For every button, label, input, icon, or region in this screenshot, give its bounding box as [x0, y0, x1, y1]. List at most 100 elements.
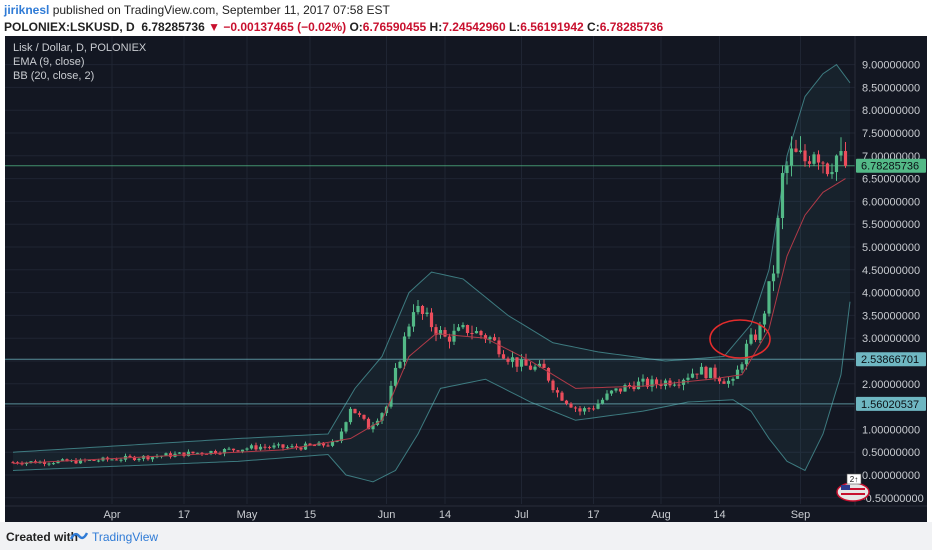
- candle-body: [348, 408, 353, 423]
- candle-body: [74, 460, 78, 464]
- candle-body: [686, 377, 690, 380]
- candle-body: [825, 163, 830, 175]
- candle-body: [60, 459, 65, 461]
- open-value: 6.76590455: [362, 20, 427, 34]
- candle-body: [285, 447, 290, 449]
- candle-body: [555, 390, 560, 393]
- chart-header: jiriknesl published on TradingView.com, …: [0, 0, 932, 36]
- candle-body: [695, 373, 699, 375]
- candle-body: [294, 446, 299, 448]
- candle-body: [20, 463, 24, 465]
- candle-body: [596, 403, 600, 409]
- candle-body: [465, 325, 470, 334]
- footer: Created with TradingView: [0, 522, 932, 550]
- candle-body: [735, 369, 740, 379]
- candle-body: [591, 408, 596, 410]
- candle-body: [776, 218, 780, 274]
- candle-body: [474, 331, 479, 334]
- candle-body: [290, 446, 294, 448]
- candle-body: [416, 305, 420, 313]
- y-tick-label: 2.00000000: [862, 379, 920, 391]
- candle-body: [461, 325, 465, 328]
- y-tick-label: 8.50000000: [862, 82, 920, 94]
- candle-body: [15, 462, 20, 464]
- x-tick-label: 17: [587, 509, 599, 521]
- price-tag-label: 6.78285736: [861, 161, 919, 173]
- candle-body: [429, 312, 434, 328]
- candle-body: [789, 148, 794, 166]
- candle-body: [204, 453, 209, 455]
- candle-body: [627, 385, 632, 387]
- price-tag: [856, 352, 926, 367]
- candle-body: [276, 444, 281, 446]
- candle-body: [677, 384, 681, 386]
- x-tick-label: 14: [439, 509, 451, 521]
- candle-body: [51, 463, 56, 465]
- candle-body: [488, 337, 492, 340]
- last-price: 6.78285736: [141, 20, 205, 34]
- x-tick-label: Sep: [791, 509, 811, 521]
- chart-area[interactable]: 9.00000000 8.50000000 8.00000000 7.50000000…: [5, 36, 927, 522]
- price-chart[interactable]: 9.00000000 8.50000000 8.00000000 7.50000000…: [5, 36, 927, 522]
- candle-body: [762, 313, 767, 325]
- candle-body: [803, 150, 807, 162]
- candle-body: [119, 459, 123, 461]
- badge-stripe: [841, 493, 865, 495]
- event-badge-icon: 2↑: [836, 473, 870, 502]
- candle-body: [578, 408, 582, 412]
- candle-body: [551, 380, 555, 391]
- candle-body: [645, 378, 650, 387]
- created-with-label: Created with: [6, 530, 79, 544]
- author-name[interactable]: jiriknesl: [4, 3, 50, 17]
- candle-body: [573, 407, 578, 409]
- candle-body: [312, 445, 317, 447]
- bollinger-band-fill: [13, 64, 850, 482]
- symbol-label: POLONIEX:LSKUSD, D: [4, 20, 135, 34]
- candle-body: [425, 312, 429, 314]
- badge-counter: [846, 473, 862, 485]
- candle-body: [137, 458, 141, 461]
- candle-body: [87, 459, 92, 461]
- candle-body: [569, 403, 573, 408]
- published-text: published on TradingView.com, September …: [52, 3, 390, 17]
- candle-body: [483, 335, 488, 340]
- candle-body: [821, 162, 825, 164]
- candle-body: [191, 451, 195, 454]
- ema-legend[interactable]: EMA (9, close): [13, 56, 85, 68]
- price-tag: [856, 158, 926, 173]
- candle-body: [834, 155, 839, 173]
- candle-body: [528, 365, 533, 370]
- candle-body: [524, 359, 528, 366]
- candle-body: [758, 324, 762, 340]
- candle-body: [830, 172, 834, 175]
- tradingview-logo-icon: [70, 532, 88, 540]
- candle-body: [371, 424, 375, 430]
- candle-body: [690, 373, 695, 378]
- candle-body: [227, 448, 231, 450]
- candle-body: [713, 367, 717, 378]
- price-tag: [856, 396, 926, 411]
- candle-body: [254, 445, 258, 450]
- candle-body: [663, 380, 668, 386]
- candle-body: [519, 359, 524, 367]
- candle-body: [816, 154, 821, 163]
- candle-body: [533, 366, 537, 370]
- candle-body: [560, 392, 564, 401]
- chart-title: Lisk / Dollar, D, POLONIEX: [13, 42, 147, 54]
- candle-body: [420, 305, 425, 314]
- y-tick-label: 6.00000000: [862, 196, 920, 208]
- candle-body: [798, 150, 803, 152]
- bb-legend[interactable]: BB (20, close, 2): [13, 70, 95, 82]
- candle-body: [843, 151, 848, 166]
- candle-body: [470, 333, 474, 335]
- candle-body: [47, 463, 51, 465]
- y-tick-label: 0.50000000: [862, 447, 920, 459]
- candle-body: [150, 456, 155, 460]
- tradingview-link[interactable]: TradingView: [92, 530, 159, 544]
- candle-body: [335, 441, 339, 443]
- candle-body: [672, 384, 677, 386]
- low-label: L:: [508, 20, 521, 34]
- candle-body: [222, 449, 227, 454]
- candle-body: [110, 459, 114, 461]
- candle-body: [263, 446, 267, 448]
